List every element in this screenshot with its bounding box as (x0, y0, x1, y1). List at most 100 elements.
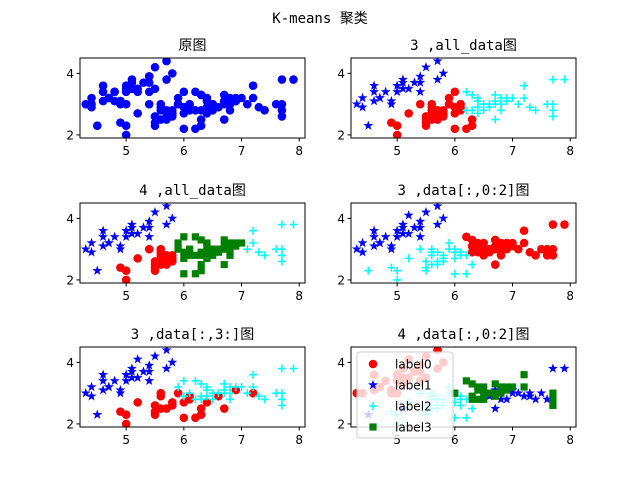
data-point (490, 260, 500, 269)
data-point (209, 251, 217, 259)
data-point (549, 395, 557, 403)
data-point (451, 389, 459, 397)
data-point (427, 109, 437, 118)
points (80, 347, 298, 427)
x-tick-label: 8 (566, 144, 574, 158)
data-point (439, 106, 448, 115)
x-tick-label: 7 (509, 433, 517, 447)
data-point (156, 106, 166, 115)
data-point (496, 238, 506, 248)
data-point (404, 109, 413, 118)
data-point (548, 100, 557, 109)
legend-label: label2 (395, 400, 432, 414)
data-point (226, 245, 234, 253)
data-point (508, 383, 517, 391)
data-point (438, 213, 449, 223)
legend-marker (368, 359, 378, 369)
data-point (225, 93, 235, 103)
data-point (98, 81, 108, 90)
data-point (220, 245, 228, 253)
x-tick-label: 8 (295, 144, 303, 158)
data-point (392, 121, 402, 130)
data-point (126, 222, 137, 232)
data-point (144, 375, 155, 386)
data-point (179, 124, 189, 134)
data-point (450, 269, 459, 278)
data-point (248, 81, 258, 90)
subplot-1: 原图 5 6 7 8 2 4 (66, 38, 306, 158)
data-point (86, 247, 97, 257)
y-tick-label: 4 (337, 356, 345, 370)
data-point (392, 231, 403, 242)
data-point (133, 109, 142, 118)
data-point (80, 243, 91, 254)
x-tick-label: 7 (509, 144, 517, 158)
data-point (260, 395, 269, 404)
data-point (110, 87, 119, 97)
data-point (468, 106, 477, 115)
data-point (397, 228, 408, 238)
data-point (462, 251, 471, 260)
data-point (126, 372, 137, 382)
data-point (197, 248, 205, 256)
data-point (397, 77, 408, 87)
data-point (92, 409, 103, 419)
data-point (277, 245, 286, 254)
data-point (351, 98, 362, 109)
x-tick-label: 6 (180, 289, 188, 303)
series-0 (462, 220, 569, 269)
data-point (450, 124, 460, 134)
data-point (203, 242, 211, 250)
data-point (467, 241, 477, 251)
data-point (519, 238, 529, 248)
data-point (404, 254, 413, 263)
data-point (197, 267, 205, 275)
data-point (289, 364, 298, 373)
x-tick-label: 8 (295, 289, 303, 303)
data-point (260, 251, 269, 260)
data-point (191, 270, 199, 278)
x-tick-label: 5 (393, 433, 401, 447)
data-point (491, 115, 500, 124)
series-0 (116, 385, 258, 427)
data-point (415, 86, 426, 97)
data-point (98, 384, 109, 395)
data-point (548, 244, 558, 254)
data-point (191, 233, 199, 241)
data-point (121, 231, 132, 242)
data-point (98, 375, 109, 386)
subplot-title: 4 ,all_data图 (139, 183, 246, 199)
data-point (185, 389, 194, 398)
data-point (144, 216, 155, 226)
data-point (156, 99, 166, 109)
data-point (474, 395, 482, 403)
data-point (203, 248, 211, 256)
data-point (161, 347, 172, 355)
data-point (179, 376, 188, 385)
data-point (180, 254, 188, 262)
data-point (542, 251, 552, 260)
subplot-2: 3 ,all_data图 5 6 7 8 2 4 (337, 38, 577, 158)
data-point (277, 99, 287, 109)
data-point (357, 237, 368, 248)
data-point (432, 74, 443, 84)
data-point (202, 398, 212, 407)
x-tick-label: 6 (451, 144, 459, 158)
axes-frame (350, 57, 577, 139)
y-tick-label: 2 (66, 417, 74, 431)
x-tick-label: 5 (122, 144, 130, 158)
data-point (363, 120, 374, 130)
x-tick-label: 6 (451, 433, 459, 447)
data-point (501, 394, 512, 404)
series-0 (116, 244, 177, 283)
series-0 (81, 58, 298, 138)
data-point (180, 233, 188, 241)
data-point (197, 392, 206, 401)
data-point (86, 391, 97, 401)
data-point (289, 220, 298, 229)
series-1 (351, 203, 449, 257)
legend-marker (369, 402, 377, 410)
axes-frame (79, 57, 306, 139)
data-point (450, 87, 460, 97)
data-point (87, 99, 96, 109)
